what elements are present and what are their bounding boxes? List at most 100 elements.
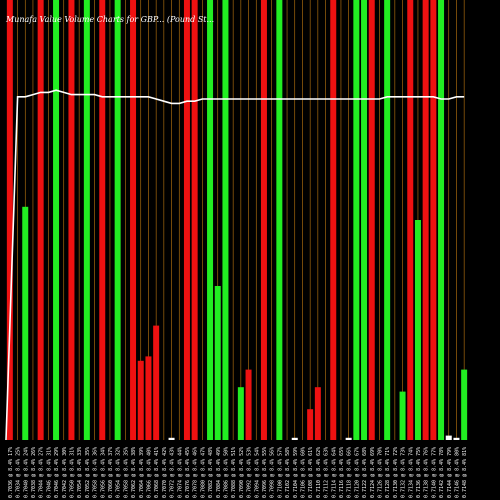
volume-bar: [314, 387, 321, 440]
x-tick-label: 0.7054 @ 8.4% 32%: [116, 447, 122, 498]
volume-bar: [37, 0, 44, 440]
x-tick-label: 0.7074 @ 8.4% 44%: [177, 447, 183, 498]
x-tick-label: 0.7066 @ 8.4% 40%: [146, 447, 152, 498]
volume-bar: [260, 0, 267, 440]
volume-bar: [361, 0, 368, 440]
volume-bar: [183, 0, 190, 440]
x-tick-label: 0.7098 @ 8.4% 56%: [270, 447, 276, 498]
x-tick-label: 0.7092 @ 8.4% 53%: [247, 447, 253, 498]
volume-bar: [245, 369, 252, 440]
x-tick-label: 0.7118 @ 8.4% 66%: [347, 447, 353, 498]
x-tick-label: 0.7054 @ 8.4% 33%: [77, 447, 83, 498]
x-tick-label: 0.7104 @ 8.4% 59%: [293, 447, 299, 498]
x-tick-label: 0.7122 @ 8.4% 68%: [362, 447, 368, 498]
volume-bar: [153, 325, 160, 440]
x-tick-label: 0.7120 @ 8.4% 67%: [354, 447, 360, 498]
x-tick-label: 0.7078 @ 8.4% 46%: [193, 447, 199, 498]
x-tick-label: 0.7146 @ 8.4% 80%: [454, 447, 460, 498]
volume-bar: [276, 0, 283, 440]
x-tick-label: 0.7072 @ 8.4% 43%: [170, 447, 176, 498]
x-tick-label: 0.7076 @ 8.4% 45%: [185, 447, 191, 498]
x-tick-label: 0.7134 @ 8.4% 74%: [408, 447, 414, 498]
x-tick-label: 0.7052 @ 8.4% 35%: [85, 447, 91, 498]
x-tick-label: 0.7070 @ 8.4% 42%: [162, 447, 168, 498]
x-tick-label: 0.7080 @ 8.4% 47%: [200, 447, 206, 498]
x-tick-label: 0.7138 @ 8.4% 76%: [424, 447, 430, 498]
x-tick-label: 0.7096 @ 8.4% 55%: [262, 447, 268, 498]
volume-bar: [214, 286, 221, 440]
volume-bar: [99, 0, 106, 440]
volume-bar: [453, 437, 460, 440]
volume-bar: [461, 369, 468, 440]
x-tick-label: 0.7068 @ 8.4% 41%: [154, 447, 160, 498]
volume-bar: [83, 0, 90, 440]
x-tick-label: 0.7112 @ 8.4% 63%: [324, 447, 330, 498]
x-tick-label: 0.7142 @ 8.4% 78%: [439, 447, 445, 498]
volume-bar: [6, 0, 13, 440]
volume-bar: [307, 409, 314, 440]
volume-bar: [130, 0, 137, 440]
x-tick-label: 0.7082 @ 8.4% 48%: [208, 447, 214, 498]
x-tick-label: 0.7038 @ 8.4% 26%: [31, 447, 37, 498]
volume-bar: [68, 0, 75, 440]
x-tick-label: 0.7136 @ 8.4% 75%: [416, 447, 422, 498]
volume-bar: [414, 220, 421, 440]
x-tick-label: 0.7114 @ 8.4% 64%: [331, 447, 337, 498]
volume-bar: [207, 0, 214, 440]
x-tick-label: 0.7056 @ 8.4% 34%: [100, 447, 106, 498]
volume-bar: [53, 0, 60, 440]
volume-bar: [445, 435, 452, 440]
volume-bar: [22, 206, 29, 440]
x-tick-label: 0.7108 @ 8.4% 61%: [308, 447, 314, 498]
volume-bar: [353, 0, 360, 440]
volume-bar: [330, 0, 337, 440]
x-tick-label: 0.7046 @ 8.4% 31%: [46, 447, 52, 498]
volume-bar: [407, 0, 414, 440]
volume-bar: [191, 0, 198, 440]
x-tick-label: 0.7050 @ 8.4% 31%: [69, 447, 75, 498]
x-tick-label: 0.7042 @ 8.4% 30%: [62, 447, 68, 498]
x-tick-label: 0.7140 @ 8.4% 77%: [431, 447, 437, 498]
chart-title: Munafa Value Volume Charts for GBP... (P…: [5, 15, 214, 24]
volume-bar: [114, 0, 121, 440]
volume-bar: [399, 391, 406, 440]
x-tick-label: 0.7130 @ 8.4% 72%: [393, 447, 399, 498]
x-tick-label: 0.7064 @ 8.4% 39%: [139, 447, 145, 498]
x-tick-label: 0.7062 @ 8.4% 38%: [131, 447, 137, 498]
x-tick-label: 0.7036 @ 8.4% 17%: [8, 447, 14, 498]
x-tick-label: 0.7060 @ 8.4% 37%: [108, 447, 114, 498]
x-tick-label: 0.7124 @ 8.4% 69%: [370, 447, 376, 498]
x-tick-labels: 0.7036 @ 8.4% 17% 0.7034 @ 8.4% 25% 0.7040…: [8, 447, 468, 498]
x-tick-label: 0.7044 @ 8.4% 27%: [39, 447, 45, 498]
x-tick-label: 0.7106 @ 8.4% 60%: [300, 447, 306, 498]
x-tick-label: 0.7128 @ 8.4% 71%: [385, 447, 391, 498]
volume-bar: [137, 360, 144, 440]
x-tick-label: 0.7144 @ 8.4% 79%: [447, 447, 453, 498]
x-tick-label: 0.7084 @ 8.4% 49%: [216, 447, 222, 498]
volume-bar: [430, 0, 437, 440]
volume-bar: [368, 0, 375, 440]
x-tick-label: 0.7046 @ 8.4% 29%: [54, 447, 60, 498]
x-tick-label: 0.7116 @ 8.4% 65%: [339, 447, 345, 498]
x-tick-label: 0.7040 @ 8.4% 24%: [23, 447, 29, 498]
volume-bar: [345, 437, 352, 440]
x-tick-label: 0.7110 @ 8.4% 62%: [316, 447, 322, 498]
x-tick-label: 0.7148 @ 8.4% 81%: [462, 447, 468, 498]
volume-bar: [237, 387, 244, 440]
volume-bar: [422, 0, 429, 440]
x-tick-label: 0.7058 @ 8.4% 36%: [93, 447, 99, 498]
volume-bar: [384, 0, 391, 440]
x-tick-label: 0.7086 @ 8.4% 50%: [223, 447, 229, 498]
volume-bar: [145, 356, 152, 440]
x-tick-label: 0.7102 @ 8.4% 58%: [285, 447, 291, 498]
x-tick-label: 0.7132 @ 8.4% 73%: [401, 447, 407, 498]
price-line: [5, 89, 465, 441]
x-tick-label: 0.7058 @ 8.4% 35%: [123, 447, 129, 498]
x-tick-label: 0.7034 @ 8.4% 25%: [16, 447, 22, 498]
volume-bars: [6, 0, 468, 440]
volume-bar: [291, 437, 298, 440]
volume-bar: [168, 437, 175, 440]
x-tick-label: 0.7126 @ 8.4% 70%: [377, 447, 383, 498]
x-tick-label: 0.7100 @ 8.4% 57%: [277, 447, 283, 498]
